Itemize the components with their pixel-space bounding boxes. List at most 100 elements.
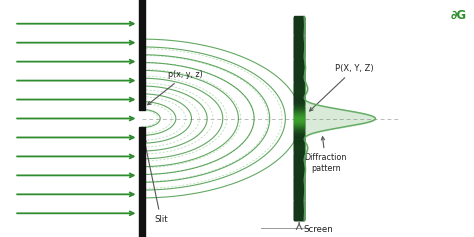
Bar — [294, 86, 304, 87]
Bar — [294, 27, 304, 28]
Bar — [294, 206, 304, 207]
Bar — [294, 103, 304, 104]
Bar — [294, 78, 304, 79]
Bar — [294, 210, 304, 211]
Bar — [294, 163, 304, 164]
Bar — [294, 88, 304, 89]
Bar — [294, 99, 304, 100]
Bar — [294, 88, 304, 89]
Bar — [294, 106, 304, 107]
Bar — [294, 64, 304, 65]
Bar — [294, 50, 304, 51]
Bar — [294, 71, 304, 72]
Bar — [294, 47, 304, 48]
Bar — [294, 102, 304, 103]
Bar — [294, 184, 304, 185]
Bar — [294, 124, 304, 125]
Bar — [294, 111, 304, 112]
Bar — [294, 170, 304, 171]
Bar — [294, 16, 304, 17]
Bar — [294, 214, 304, 215]
Bar — [294, 178, 304, 180]
Bar — [294, 164, 304, 165]
Bar — [294, 200, 304, 201]
Bar — [294, 210, 304, 211]
Bar — [294, 208, 304, 209]
Bar — [294, 64, 304, 65]
Bar — [294, 174, 304, 175]
Bar — [294, 30, 304, 32]
Bar — [294, 181, 304, 182]
Bar — [294, 59, 304, 60]
Bar — [294, 43, 304, 44]
Bar — [294, 115, 304, 116]
Bar — [294, 219, 304, 220]
Bar — [294, 18, 304, 19]
Text: Slit: Slit — [143, 138, 168, 223]
Bar — [294, 171, 304, 172]
Bar — [294, 93, 304, 94]
Bar — [294, 22, 304, 23]
Bar — [294, 107, 304, 108]
Bar — [294, 18, 304, 19]
Bar — [294, 179, 304, 180]
Bar — [294, 79, 304, 80]
Bar — [294, 140, 304, 141]
Bar — [294, 93, 304, 94]
Bar — [294, 33, 304, 34]
Bar — [294, 197, 304, 198]
Bar — [294, 40, 304, 41]
Bar — [294, 38, 304, 39]
Bar — [294, 117, 304, 118]
Bar — [294, 211, 304, 212]
Bar — [294, 96, 304, 97]
Bar — [139, 128, 145, 237]
Bar — [294, 45, 304, 46]
Bar — [294, 206, 304, 207]
Bar — [294, 48, 304, 49]
Bar — [294, 111, 304, 112]
Bar — [294, 192, 304, 193]
Bar — [294, 65, 304, 66]
Bar — [294, 83, 304, 84]
Bar — [294, 85, 304, 86]
Bar — [294, 17, 304, 18]
Bar — [294, 193, 304, 194]
Bar — [294, 160, 304, 161]
Bar — [294, 196, 304, 197]
Bar — [294, 32, 304, 33]
Bar — [294, 81, 304, 82]
Bar — [294, 132, 304, 134]
Bar — [294, 66, 304, 67]
Bar — [294, 170, 304, 171]
Bar — [294, 149, 304, 150]
Bar — [294, 71, 304, 72]
Bar — [294, 181, 304, 182]
Bar — [294, 44, 304, 45]
Bar — [294, 22, 304, 23]
Bar — [294, 49, 304, 50]
Bar — [294, 130, 304, 131]
Bar — [294, 45, 304, 46]
Bar — [294, 69, 304, 70]
Bar — [294, 96, 304, 97]
Bar — [294, 131, 304, 132]
Bar — [294, 201, 304, 203]
Bar — [294, 24, 304, 25]
Bar — [294, 178, 304, 179]
Bar — [294, 26, 304, 27]
Bar — [294, 169, 304, 170]
Bar — [294, 166, 304, 167]
Bar — [294, 164, 304, 165]
Bar — [294, 131, 304, 132]
Bar — [294, 174, 304, 175]
Bar — [294, 100, 304, 101]
Bar — [294, 171, 304, 172]
Bar — [294, 77, 304, 78]
Bar — [294, 209, 304, 210]
Bar — [294, 186, 304, 187]
Bar — [294, 107, 304, 108]
Bar — [294, 29, 304, 30]
Bar — [294, 123, 304, 124]
Bar — [294, 172, 304, 173]
